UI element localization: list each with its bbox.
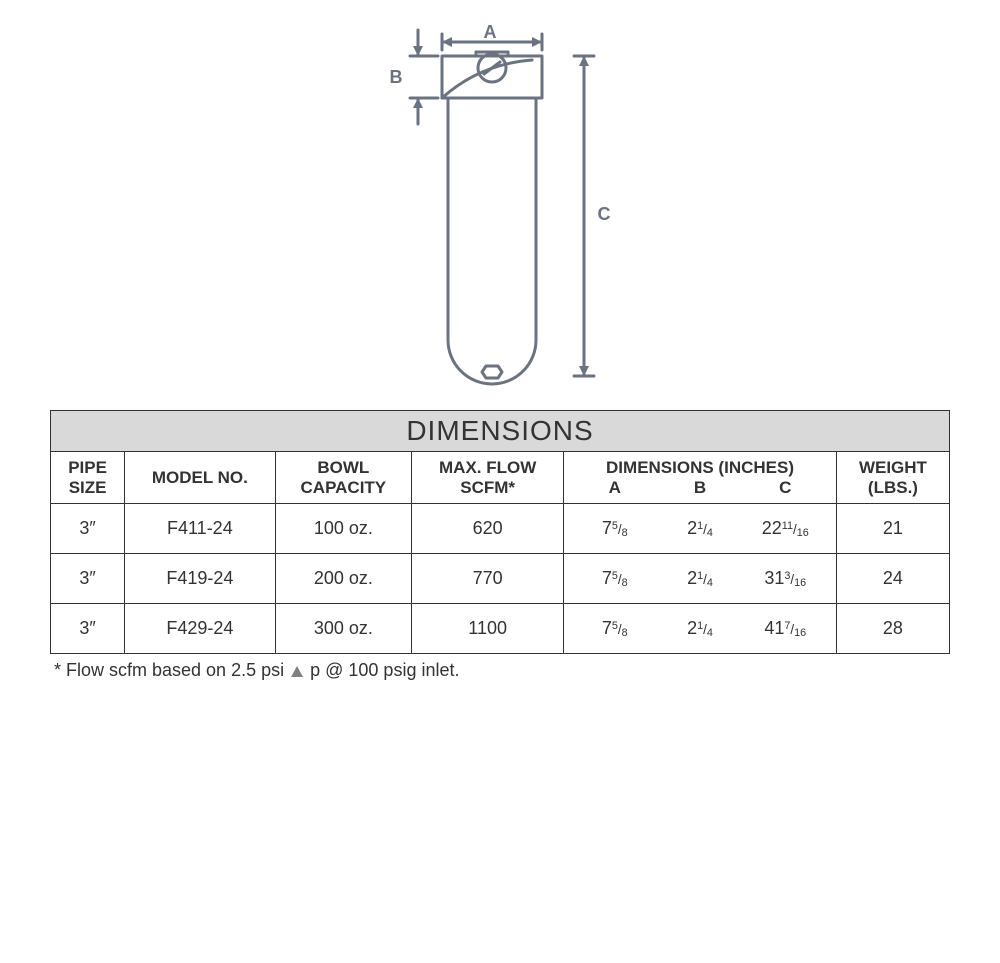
col-bowl-capacity: BOWLCAPACITY	[275, 452, 412, 504]
footnote-suffix: p @ 100 psig inlet.	[305, 660, 459, 680]
table-title: DIMENSIONS	[51, 411, 950, 452]
cell-dim-a: 75/8	[572, 568, 657, 589]
col-max-flow: MAX. FLOWSCFM*	[412, 452, 564, 504]
cell-bowl-capacity: 200 oz.	[275, 554, 412, 604]
diagram-label-b: B	[390, 67, 403, 87]
cell-dim-c: 417/16	[743, 618, 828, 639]
diagram-label-c: C	[598, 204, 611, 224]
cell-dimensions: 75/821/4417/16	[564, 604, 837, 654]
table-row: 3″F411-24100 oz.62075/821/42211/1621	[51, 504, 950, 554]
dimensions-table-wrap: DIMENSIONS PIPESIZE MODEL NO. BOWLCAPACI…	[50, 410, 950, 654]
dimensions-table: DIMENSIONS PIPESIZE MODEL NO. BOWLCAPACI…	[50, 410, 950, 654]
cell-dim-c: 2211/16	[743, 518, 828, 539]
table-row: 3″F419-24200 oz.77075/821/4313/1624	[51, 554, 950, 604]
cell-max-flow: 620	[412, 504, 564, 554]
cell-dimensions: 75/821/42211/16	[564, 504, 837, 554]
col-model-no: MODEL NO.	[125, 452, 275, 504]
cell-max-flow: 770	[412, 554, 564, 604]
cell-dim-b: 21/4	[657, 618, 742, 639]
col-dim-b: B	[694, 478, 706, 498]
cell-model-no: F419-24	[125, 554, 275, 604]
col-dim-a: A	[609, 478, 621, 498]
cell-max-flow: 1100	[412, 604, 564, 654]
cell-dim-a: 75/8	[572, 518, 657, 539]
cell-dim-a: 75/8	[572, 618, 657, 639]
diagram-svg: A B C	[360, 20, 640, 390]
cell-weight: 24	[836, 554, 949, 604]
footnote-prefix: * Flow scfm based on 2.5 psi	[54, 660, 289, 680]
cell-dimensions: 75/821/4313/16	[564, 554, 837, 604]
col-weight: WEIGHT(LBS.)	[836, 452, 949, 504]
cell-weight: 21	[836, 504, 949, 554]
cell-pipe-size: 3″	[51, 554, 125, 604]
cell-bowl-capacity: 300 oz.	[275, 604, 412, 654]
cell-model-no: F429-24	[125, 604, 275, 654]
cell-dim-c: 313/16	[743, 568, 828, 589]
footnote: * Flow scfm based on 2.5 psi p @ 100 psi…	[50, 654, 950, 681]
delta-triangle-icon	[291, 666, 303, 677]
cell-weight: 28	[836, 604, 949, 654]
dimension-diagram: A B C	[360, 20, 640, 390]
col-pipe-size: PIPESIZE	[51, 452, 125, 504]
col-dimensions-group: DIMENSIONS (INCHES)	[564, 452, 837, 478]
cell-dim-b: 21/4	[657, 518, 742, 539]
cell-dim-b: 21/4	[657, 568, 742, 589]
cell-bowl-capacity: 100 oz.	[275, 504, 412, 554]
table-row: 3″F429-24300 oz.110075/821/4417/1628	[51, 604, 950, 654]
col-dim-c: C	[779, 478, 791, 498]
cell-pipe-size: 3″	[51, 504, 125, 554]
cell-pipe-size: 3″	[51, 604, 125, 654]
diagram-label-a: A	[484, 22, 497, 42]
cell-model-no: F411-24	[125, 504, 275, 554]
col-dimensions-sub: A B C	[564, 478, 837, 504]
